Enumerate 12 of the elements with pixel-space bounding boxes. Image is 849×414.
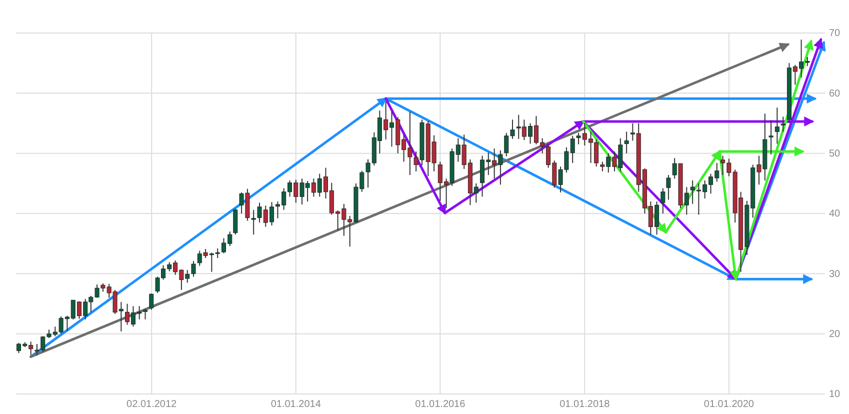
x-tick-label: 01.01.2016 — [415, 399, 466, 410]
y-tick-label: 20 — [829, 329, 841, 340]
y-tick-label: 30 — [829, 268, 841, 280]
y-tick-label: 50 — [829, 148, 841, 160]
y-tick-label: 10 — [829, 389, 841, 400]
y-tick-label: 70 — [829, 28, 841, 40]
y-tick-label: 40 — [829, 208, 841, 220]
x-tick-label: 01.01.2020 — [704, 399, 754, 410]
x-tick-label: 01.01.2014 — [270, 399, 322, 410]
x-tick-label: 01.01.2018 — [560, 399, 610, 410]
y-tick-label: 60 — [829, 88, 841, 100]
x-tick-label: 02.01.2012 — [126, 399, 178, 410]
